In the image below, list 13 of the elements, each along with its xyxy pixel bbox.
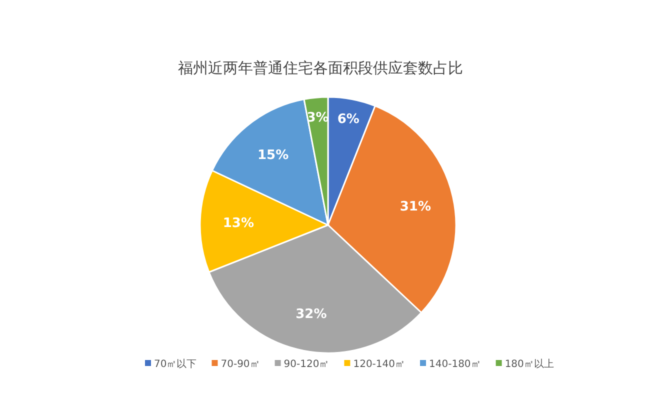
data-label: 3% (306, 110, 329, 126)
data-label: 13% (222, 216, 254, 232)
legend-label: 120-140㎡ (353, 359, 406, 370)
data-label: 31% (400, 199, 432, 214)
legend-label: 140-180㎡ (429, 359, 481, 370)
data-label: 32% (296, 307, 327, 322)
legend-label: 90-120㎡ (284, 359, 330, 370)
data-label: 6% (337, 112, 360, 128)
legend-label: 70㎡以下 (154, 358, 197, 370)
chart-title: 福州近两年普通住宅各面积段供应套数占比 (178, 59, 463, 77)
legend-label: 70-90㎡ (220, 359, 260, 370)
legend-label: 180㎡以上 (504, 358, 554, 370)
data-label: 15% (258, 148, 289, 164)
